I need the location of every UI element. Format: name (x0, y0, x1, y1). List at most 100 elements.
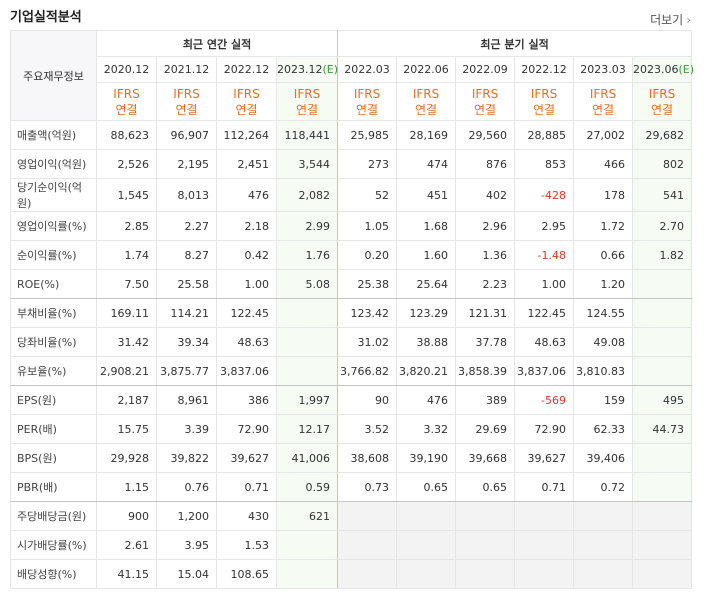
value-cell: 0.65 (396, 472, 457, 502)
value-cell (275, 298, 339, 328)
basis-text: IFRS (293, 86, 321, 101)
value-cell: 1,997 (275, 385, 339, 415)
value-cell: 5.08 (275, 269, 339, 299)
value-cell: 49.08 (573, 327, 634, 357)
data-row: 배당성향(%) 41.15 15.04 108.65 (10, 559, 693, 589)
value-cell: 2,187 (96, 385, 157, 415)
value-cell: 802 (632, 149, 693, 179)
value-cell: 495 (632, 385, 693, 415)
basis-header: IFRS 연결 (573, 82, 634, 121)
basis-header: IFRS 연결 (514, 82, 575, 121)
basis-header: IFRS 연결 (455, 82, 516, 121)
row-label: EPS(원) (10, 385, 97, 415)
row-label: 유보율(%) (10, 356, 97, 386)
value-cell: 621 (275, 501, 339, 531)
basis-header: IFRS 연결 (96, 82, 157, 121)
basis-text: 연결 (175, 102, 198, 117)
estimate-mark: (E) (678, 63, 695, 76)
value-cell: 122.45 (216, 298, 277, 328)
row-label: 당기순이익(억원) (10, 178, 97, 212)
value-cell: 31.02 (337, 327, 398, 357)
basis-text: IFRS (530, 86, 558, 101)
row-label: 부채비율(%) (10, 298, 97, 328)
value-cell: 15.75 (96, 414, 157, 444)
value-cell: 2,195 (156, 149, 217, 179)
value-cell: 48.63 (216, 327, 277, 357)
value-cell: 0.20 (337, 240, 398, 270)
period: 2021.12 (163, 63, 210, 76)
period-header: 2021.12 (156, 56, 217, 83)
value-cell: 1.00 (514, 269, 575, 299)
value-cell: 2.23 (455, 269, 516, 299)
basis-text: 연결 (650, 102, 674, 117)
period: 2022.03 (344, 63, 390, 76)
value-cell: 0.66 (573, 240, 634, 270)
value-cell: 178 (573, 178, 634, 212)
value-cell: 3,820.21 (396, 356, 457, 386)
value-cell (275, 530, 339, 560)
basis-header: IFRS 연결 (337, 82, 398, 121)
value-cell (455, 501, 516, 531)
row-label: 영업이익률(%) (10, 211, 97, 241)
value-cell (632, 530, 693, 560)
value-cell: 2.85 (96, 211, 157, 241)
value-cell: 118,441 (275, 120, 339, 150)
value-cell: 90 (337, 385, 398, 415)
value-cell (632, 298, 693, 328)
value-cell: 3.32 (396, 414, 457, 444)
row-label: BPS(원) (10, 443, 97, 473)
value-cell: 108.65 (216, 559, 277, 589)
basis-text: 연결 (115, 102, 138, 117)
period-header: 2022.12 (216, 56, 277, 83)
data-row: 당좌비율(%) 31.42 39.34 48.63 31.02 38.88 37.78 48.… (10, 327, 693, 357)
value-cell: 25.38 (337, 269, 398, 299)
period: 2023.06 (633, 63, 679, 76)
value-cell: 1.60 (396, 240, 457, 270)
value-cell (632, 472, 693, 502)
value-cell (632, 501, 693, 531)
basis-text: 연결 (414, 102, 438, 117)
value-cell: 0.42 (216, 240, 277, 270)
value-cell: 38,608 (337, 443, 398, 473)
value-cell: 48.63 (514, 327, 575, 357)
value-cell: 1.00 (216, 269, 277, 299)
value-cell: 29.69 (455, 414, 516, 444)
period-header: 2022.03 (337, 56, 398, 83)
data-row: 영업이익(억원) 2,526 2,195 2,451 3,544 273 474 876 853… (10, 149, 693, 179)
value-cell: 3,544 (275, 149, 339, 179)
value-cell: 122.45 (514, 298, 575, 328)
value-cell: 1.05 (337, 211, 398, 241)
row-label: 순이익률(%) (10, 240, 97, 270)
value-cell: 466 (573, 149, 634, 179)
value-cell: 1.68 (396, 211, 457, 241)
basis-text: 연결 (295, 102, 319, 117)
value-cell: 474 (396, 149, 457, 179)
value-cell: 0.76 (156, 472, 217, 502)
basis-text: IFRS (233, 86, 260, 101)
value-cell (396, 501, 457, 531)
more-link[interactable]: 더보기 (650, 11, 691, 28)
value-cell: 2.96 (455, 211, 516, 241)
value-cell: 28,169 (396, 120, 457, 150)
section-title: 기업실적분석 (10, 10, 82, 25)
value-cell: 2.99 (275, 211, 339, 241)
value-cell (455, 530, 516, 560)
header-row: 주요재무정보 최근 연간 실적 최근 분기 실적 (10, 30, 693, 121)
row-label: 매출액(억원) (10, 120, 97, 150)
value-cell (396, 559, 457, 589)
basis-text: 연결 (473, 102, 497, 117)
value-cell: 121.31 (455, 298, 516, 328)
basis-header: IFRS 연결 (275, 82, 339, 121)
group-header: 최근 연간 실적 (95, 30, 339, 57)
basis-text: IFRS (412, 86, 440, 101)
value-cell: 1.82 (632, 240, 693, 270)
value-cell: 3,875.77 (156, 356, 217, 386)
value-cell: 39,822 (156, 443, 217, 473)
value-cell: -428 (514, 178, 575, 212)
value-cell: 2,451 (216, 149, 277, 179)
value-cell: 124.55 (573, 298, 634, 328)
value-cell: 3.95 (156, 530, 217, 560)
basis-text: 연결 (532, 102, 556, 117)
value-cell (632, 327, 693, 357)
row-label: 영업이익(억원) (10, 149, 97, 179)
